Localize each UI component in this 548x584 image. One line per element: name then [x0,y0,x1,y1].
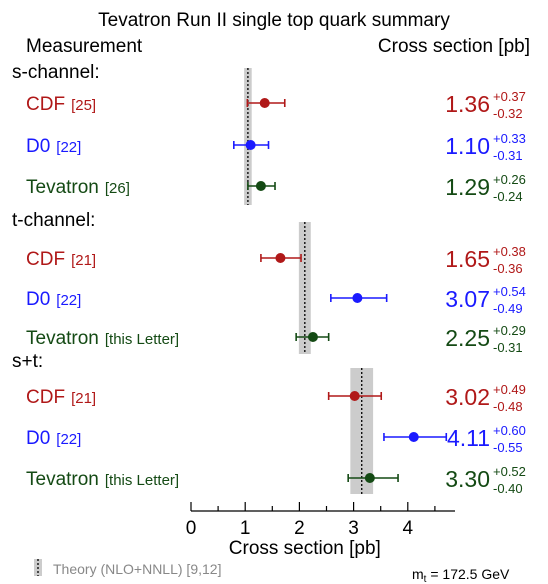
error-minus-label: -0.36 [493,261,523,276]
error-plus-label: +0.29 [493,323,526,338]
mass-note: mt = 172.5 GeV [412,566,510,584]
mass-note-value: = 172.5 GeV [426,566,510,582]
x-tick-label: 3 [348,518,359,539]
measurement-reference: [22] [56,431,81,448]
group-label: s-channel: [12,62,100,83]
error-plus-label: +0.37 [493,89,526,104]
value-label: 1.65 [445,246,490,272]
error-plus-label: +0.38 [493,244,526,259]
measurement-reference: [this Letter] [105,472,179,489]
measurement-reference: [21] [71,252,96,269]
data-point [349,391,360,401]
measurement-name: D0 [26,428,50,449]
group-label: s+t: [12,351,43,372]
error-minus-label: -0.49 [493,301,523,316]
measurement-name: Tevatron [26,328,99,349]
measurement-name: CDF [26,249,65,270]
data-point [364,473,375,483]
measurement-name: CDF [26,94,65,115]
x-tick-label: 4 [403,518,414,539]
chart-title: Tevatron Run II single top quark summary [98,10,450,31]
x-axis-label: Cross section [pb] [229,538,381,559]
value-label: 1.29 [445,174,490,200]
measurement-name: Tevatron [26,469,99,490]
value-label: 1.10 [445,133,490,159]
value-label: 3.30 [445,466,490,492]
measurement-reference: [22] [56,292,81,309]
error-minus-label: -0.32 [493,106,523,121]
data-point [408,432,419,442]
error-minus-label: -0.40 [493,481,523,496]
error-plus-label: +0.60 [493,423,526,438]
column-header-cross-section: Cross section [pb] [378,36,530,57]
x-tick-label: 0 [186,518,197,539]
measurement-name: D0 [26,289,50,310]
error-minus-label: -0.31 [493,148,523,163]
legend-label: Theory (NLO+NNLL) [9,12] [53,561,221,577]
measurement-name: CDF [26,387,65,408]
error-plus-label: +0.26 [493,172,526,187]
error-minus-label: -0.24 [493,189,523,204]
value-label: 2.25 [445,325,490,351]
measurement-name: Tevatron [26,177,99,198]
error-plus-label: +0.49 [493,382,526,397]
column-header-measurement: Measurement [26,36,143,57]
measurement-reference: [22] [56,139,81,156]
measurement-reference: [this Letter] [105,331,179,348]
error-minus-label: -0.55 [493,440,523,455]
data-point [255,181,266,191]
value-label: 3.07 [445,286,490,312]
data-point [259,98,270,108]
data-point [307,332,318,342]
mass-note-subscript: t [424,574,427,584]
mass-note-symbol: m [412,566,424,582]
error-plus-label: +0.52 [493,464,526,479]
data-point [245,140,256,150]
value-label: 1.36 [445,91,490,117]
value-label: 4.11 [447,425,490,451]
error-minus-label: -0.48 [493,399,523,414]
measurement-reference: [26] [105,180,130,197]
measurement-reference: [25] [71,97,96,114]
x-tick-label: 1 [240,518,251,539]
error-minus-label: -0.31 [493,340,523,355]
data-point [352,293,363,303]
error-plus-label: +0.33 [493,131,526,146]
measurement-name: D0 [26,136,50,157]
measurement-reference: [21] [71,390,96,407]
value-label: 3.02 [445,384,490,410]
data-point [275,253,286,263]
x-tick-label: 2 [294,518,305,539]
error-plus-label: +0.54 [493,284,526,299]
group-label: t-channel: [12,210,95,231]
